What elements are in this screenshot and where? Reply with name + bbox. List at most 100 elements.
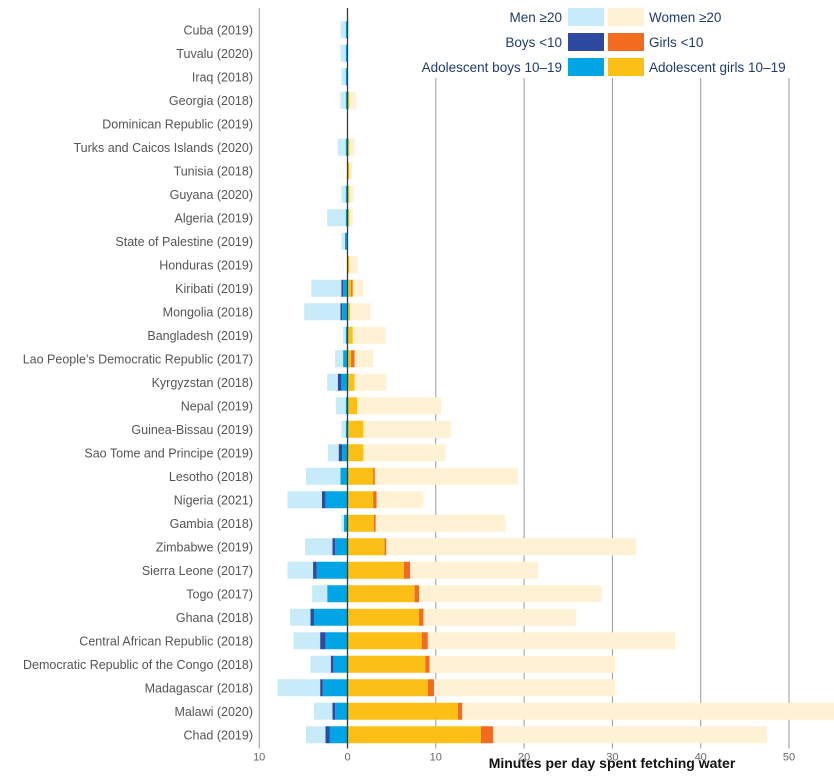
bar-female-0-18 (347, 444, 364, 462)
bar-male-0-0 (345, 21, 348, 39)
country-label-6: Tunisia (2018) (174, 164, 253, 178)
bar-female-2-18 (363, 444, 446, 462)
bar-male-2-28 (277, 679, 321, 697)
bar-male-0-7 (345, 185, 348, 203)
bar-male-0-12 (342, 303, 348, 321)
bar-male-2-19 (305, 467, 341, 485)
gridlines (258, 8, 790, 749)
bar-female-0-25 (347, 608, 420, 626)
bar-male-0-24 (327, 585, 348, 603)
bar-male-0-18 (342, 444, 348, 462)
bar-male-2-26 (293, 632, 321, 650)
bar-female-0-28 (347, 679, 428, 697)
bar-female-2-29 (462, 702, 834, 720)
bar-female-2-10 (349, 256, 359, 274)
legend-swatch-male-1 (568, 33, 604, 51)
bar-male-2-9 (341, 232, 345, 250)
bar-female-0-20 (347, 491, 374, 509)
bar-male-2-11 (311, 279, 342, 297)
bar-male-2-3 (340, 91, 346, 109)
bar-female-1-24 (414, 585, 420, 603)
tick-label-0: 10 (253, 752, 265, 764)
bar-female-0-19 (347, 467, 374, 485)
bar-male-0-27 (333, 655, 348, 673)
country-label-9: State of Palestine (2019) (115, 235, 253, 249)
bar-female-2-23 (410, 561, 539, 579)
bars (277, 21, 834, 744)
bar-male-2-13 (343, 326, 346, 344)
country-label-19: Lesotho (2018) (169, 470, 253, 484)
bar-female-0-8 (347, 209, 350, 227)
bar-male-0-1 (345, 44, 348, 62)
country-label-16: Nepal (2019) (181, 399, 253, 413)
bar-female-0-16 (347, 397, 358, 415)
bar-female-2-26 (427, 632, 676, 650)
bar-male-2-5 (337, 138, 346, 156)
bar-female-1-29 (457, 702, 463, 720)
bar-female-0-10 (347, 256, 350, 274)
bar-female-0-23 (347, 561, 405, 579)
bar-female-1-30 (480, 726, 494, 744)
bar-male-2-7 (341, 185, 346, 203)
legend-swatch-female-1 (608, 33, 644, 51)
bar-female-2-27 (429, 655, 616, 673)
bar-male-2-17 (341, 420, 346, 438)
bar-male-2-16 (336, 397, 346, 415)
country-label-8: Algeria (2019) (174, 211, 253, 225)
bar-male-0-20 (325, 491, 348, 509)
bar-female-2-8 (349, 209, 353, 227)
bar-female-2-3 (349, 91, 357, 109)
bar-female-2-24 (419, 585, 602, 603)
bar-male-2-30 (305, 726, 326, 744)
legend-swatch-female-0 (608, 8, 644, 26)
country-label-12: Mongolia (2018) (163, 305, 253, 319)
country-label-3: Georgia (2018) (169, 94, 253, 108)
bar-female-1-19 (373, 467, 375, 485)
bar-female-2-12 (350, 303, 371, 321)
bar-female-2-21 (375, 514, 506, 532)
country-label-1: Tuvalu (2020) (176, 47, 253, 61)
bar-male-0-28 (322, 679, 348, 697)
bar-male-1-11 (341, 279, 344, 297)
bar-female-0-6 (347, 162, 350, 180)
country-label-27: Democratic Republic of the Congo (2018) (23, 658, 253, 672)
legend-label-female-2: Adolescent girls 10–19 (649, 60, 786, 75)
bar-female-1-20 (373, 491, 377, 509)
bar-female-2-5 (349, 138, 355, 156)
bar-female-1-25 (419, 608, 424, 626)
bar-male-2-24 (312, 585, 328, 603)
bar-male-2-12 (304, 303, 341, 321)
bar-female-2-22 (386, 538, 637, 556)
bar-female-0-17 (347, 420, 364, 438)
country-label-7: Guyana (2020) (170, 188, 253, 202)
bar-female-2-0 (347, 21, 351, 39)
bar-female-0-14 (347, 350, 352, 368)
bar-female-2-16 (357, 397, 442, 415)
country-labels: Cuba (2019) Tuvalu (2020) Iraq (2018) Georg… (23, 23, 253, 742)
tick-labels: 10 0 10 20 30 40 50 (253, 752, 795, 764)
bar-male-0-11 (343, 279, 348, 297)
country-label-23: Sierra Leone (2017) (142, 564, 253, 578)
bar-male-0-23 (316, 561, 348, 579)
bar-female-2-14 (354, 350, 374, 368)
bar-female-1-11 (351, 279, 353, 297)
bar-female-0-30 (347, 726, 481, 744)
tick-label-4: 30 (606, 752, 618, 764)
bar-male-1-20 (321, 491, 326, 509)
legend-swatch-male-2 (568, 58, 604, 76)
bar-female-1-22 (384, 538, 387, 556)
bar-female-2-19 (374, 467, 518, 485)
legend: Men ≥20 Women ≥20 Boys <10 Girls <10 Adolesc… (376, 2, 834, 78)
legend-background (376, 2, 834, 78)
bar-male-0-22 (335, 538, 348, 556)
bar-female-0-5 (347, 138, 350, 156)
country-label-20: Nigeria (2021) (174, 493, 253, 507)
bar-female-0-13 (347, 326, 353, 344)
bar-female-0-27 (347, 655, 426, 673)
bar-female-2-28 (434, 679, 616, 697)
bar-male-2-2 (341, 68, 346, 86)
bar-female-0-26 (347, 632, 422, 650)
country-label-29: Malawi (2020) (174, 705, 253, 719)
bar-male-1-27 (330, 655, 334, 673)
